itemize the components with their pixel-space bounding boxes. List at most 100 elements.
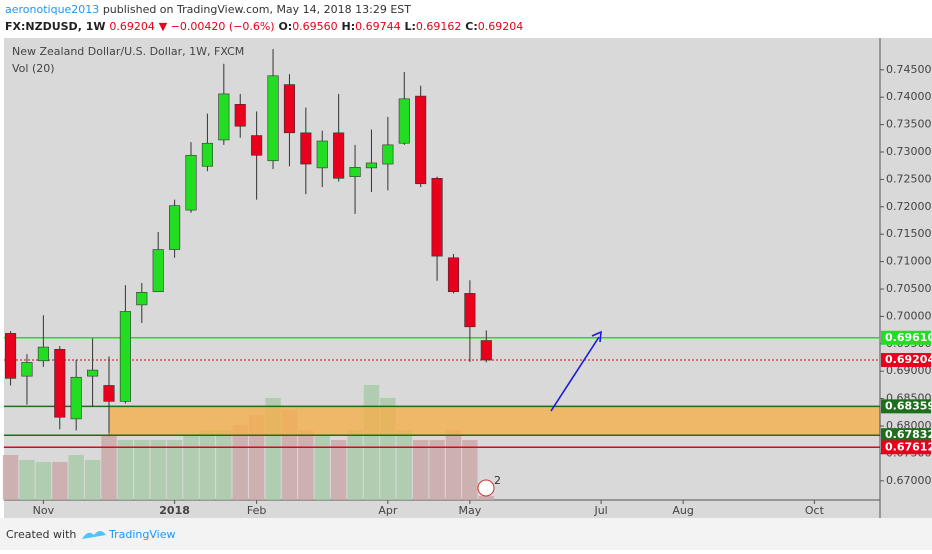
y-tick-label: 0.71500 [886, 227, 932, 240]
candle-body [464, 293, 476, 328]
volume-bar [330, 440, 347, 500]
arrow-head [591, 330, 602, 343]
y-tick-label: 0.70000 [886, 309, 932, 322]
x-tick-label: May [459, 504, 482, 517]
header-line-2: FX:NZDUSD, 1W 0.69204 ▼ −0.00420 (−0.6%)… [5, 20, 523, 33]
y-tick-label: 0.74000 [886, 90, 932, 103]
candle-body [251, 135, 263, 156]
candle-body [382, 144, 394, 165]
volume-bar [166, 440, 183, 500]
volume-bar [298, 430, 314, 500]
y-tick-label: 0.72000 [886, 200, 932, 213]
volume-bar [2, 455, 19, 500]
candle-body [54, 348, 66, 418]
volume-bar [101, 435, 117, 500]
y-tick-label: 0.73500 [886, 118, 932, 131]
volume-bar [396, 430, 412, 500]
candle-body [480, 340, 492, 361]
volume-bar [478, 496, 495, 500]
c: 0.69204 [478, 20, 524, 33]
price-tag-label: 0.69610 [885, 331, 932, 344]
candle-body [21, 362, 33, 377]
l: 0.69162 [416, 20, 462, 33]
volume-bar [150, 440, 166, 500]
candle-body [431, 177, 443, 257]
x-tick-label: Feb [247, 504, 266, 517]
event-icon[interactable] [477, 479, 495, 497]
price-tag [881, 399, 931, 414]
candle-body [152, 249, 164, 293]
price-tag [881, 440, 931, 455]
volume-bar [216, 430, 232, 500]
h-label: H: [342, 20, 356, 33]
volume-bar [363, 385, 380, 500]
footer [0, 518, 932, 550]
candle-body [136, 291, 148, 306]
o-label: O: [278, 20, 292, 33]
volume-bar [52, 462, 68, 500]
x-tick-label: 2018 [159, 504, 190, 517]
volume-bar [183, 435, 199, 500]
x-tick-label: Aug [672, 504, 693, 517]
candle-body [103, 385, 115, 402]
x-tick-label: Apr [378, 504, 398, 517]
h: 0.69744 [355, 20, 401, 33]
volume-bar [68, 455, 84, 500]
last: 0.69204 [109, 20, 155, 33]
price-tag-label: 0.68359 [885, 399, 932, 412]
volume-bar [84, 460, 101, 500]
candle-body [169, 205, 181, 250]
candle-body [365, 162, 378, 169]
x-tick-label: Jul [593, 504, 607, 517]
y-tick-label: 0.69000 [886, 364, 932, 377]
volume-bar [199, 430, 216, 500]
volume-bar [35, 462, 52, 500]
y-tick-label: 0.72500 [886, 172, 932, 185]
plot-area [4, 38, 880, 518]
candle-body [283, 84, 295, 134]
candle-body [185, 154, 197, 211]
zone [108, 405, 881, 436]
volume-bar [314, 435, 330, 500]
y-tick-label: 0.71000 [886, 255, 932, 268]
candle-body [349, 167, 361, 177]
change: ▼ −0.00420 (−0.6%) [159, 20, 275, 33]
candle-body [267, 75, 279, 162]
candle-body [398, 98, 410, 144]
published: published on TradingView.com, May 14, 20… [103, 3, 411, 16]
volume-bar [445, 430, 462, 500]
marks: 0.670000.675000.680000.685000.690000.695… [2, 48, 932, 517]
candle-body [234, 104, 246, 127]
volume-bar [412, 440, 429, 500]
volume-label: Vol (20) [12, 62, 55, 75]
chart-title: New Zealand Dollar/U.S. Dollar, 1W, FXCM [12, 45, 244, 58]
y-tick-label: 0.67000 [886, 474, 932, 487]
candle-body [119, 311, 131, 402]
volume-bar [462, 440, 478, 500]
event-count: 2 [494, 474, 501, 487]
candle-body [447, 257, 460, 293]
volume-bar [248, 415, 265, 500]
footer-brand[interactable]: TradingView [108, 528, 175, 541]
brand-logo [82, 531, 106, 539]
candle-body [218, 93, 230, 141]
header-line-1: aeronotique2013 published on TradingView… [5, 3, 411, 16]
author[interactable]: aeronotique2013 [5, 3, 99, 16]
candle-body [201, 142, 213, 167]
candle-body [316, 140, 328, 169]
candle-body [37, 346, 49, 362]
volume-bar [429, 440, 445, 500]
price-tag-label: 0.67612 [885, 440, 932, 453]
symbol: FX:NZDUSD, 1W [5, 20, 106, 33]
x-tick-label: Nov [33, 504, 55, 517]
x-tick-label: Oct [805, 504, 825, 517]
price-tag [881, 330, 931, 345]
annotation-arrow [550, 336, 600, 412]
candle-body [70, 376, 82, 420]
volume-bar [117, 440, 134, 500]
volume-bar [134, 440, 150, 500]
footer-text: Created with [6, 528, 76, 541]
candle-body [415, 95, 427, 185]
